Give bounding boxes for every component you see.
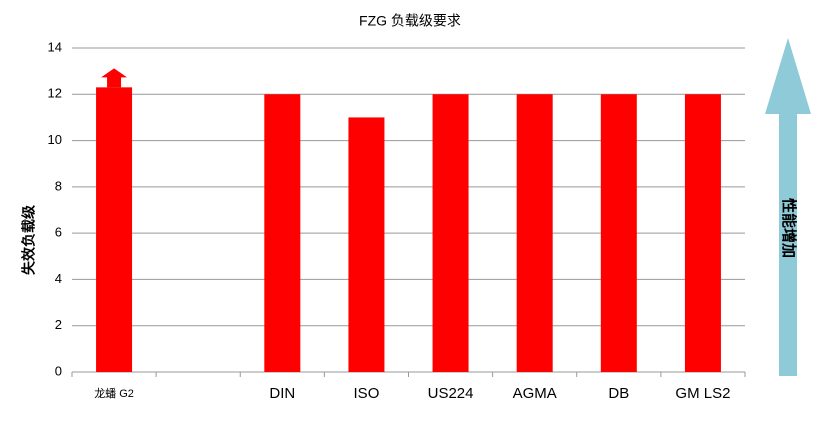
bar xyxy=(348,117,385,372)
y-tick-label: 6 xyxy=(55,225,62,240)
arrow-head xyxy=(765,38,811,114)
y-tick-label: 0 xyxy=(55,363,62,378)
y-tick-label: 4 xyxy=(55,271,62,286)
x-tick-label: ISO xyxy=(354,385,380,402)
annotation: 性能增加 xyxy=(780,198,798,258)
arrow-shaft xyxy=(779,112,797,376)
y-axis-label: 失效负载级 xyxy=(21,204,37,275)
x-tick-label: GM LS2 xyxy=(675,385,730,402)
bar xyxy=(684,94,721,373)
bar-arrow xyxy=(101,68,128,88)
x-tick-label: DIN xyxy=(269,385,295,402)
performance-arrow xyxy=(765,38,811,376)
y-tick-label: 8 xyxy=(55,178,62,193)
bar xyxy=(96,87,133,372)
x-tick-label: DB xyxy=(608,385,629,402)
x-tick-label: US224 xyxy=(428,385,474,402)
y-tick-label: 10 xyxy=(48,132,62,147)
bar xyxy=(432,94,469,373)
y-tick-label: 12 xyxy=(48,86,62,101)
bar xyxy=(516,94,553,373)
x-tick-label: 龙蟠 G2 xyxy=(94,387,134,400)
y-tick-label: 14 xyxy=(48,39,62,54)
y-tick-label: 2 xyxy=(55,317,62,332)
chart-title: FZG 负载级要求 xyxy=(359,13,461,29)
bar xyxy=(600,94,637,373)
x-tick-label: AGMA xyxy=(513,385,557,402)
bar xyxy=(264,94,301,373)
